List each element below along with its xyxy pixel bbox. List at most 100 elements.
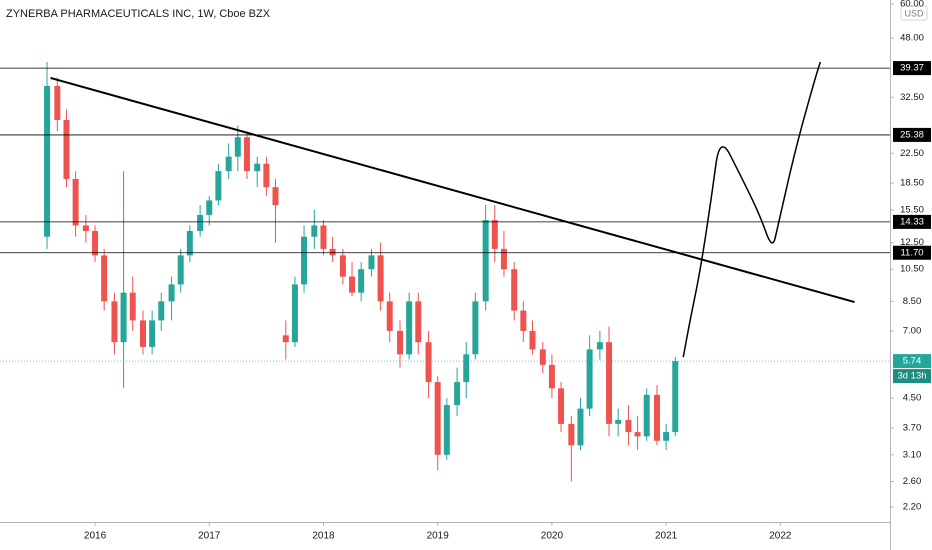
- x-tick-label: 2019: [427, 531, 450, 542]
- chart-title: ZYNERBA PHARMACEUTICALS INC, 1W, Cboe BZ…: [6, 8, 271, 20]
- candle-body: [377, 255, 384, 302]
- last-price-label: 5.74: [903, 356, 922, 367]
- candle-body: [482, 220, 489, 302]
- level-label-box: [893, 61, 931, 76]
- y-tick-label: 22.50: [900, 148, 924, 159]
- candle-body: [82, 225, 89, 231]
- countdown: 3d 13h: [897, 371, 926, 382]
- y-tick-label: 48.00: [900, 32, 924, 43]
- y-tick-label: 4.50: [903, 393, 922, 404]
- candle-body: [120, 292, 127, 343]
- x-tick-label: 2020: [541, 531, 564, 542]
- candle-body: [215, 171, 222, 201]
- candle-body: [129, 292, 136, 321]
- candle-body: [634, 432, 641, 437]
- candle-body: [225, 156, 232, 172]
- candle-body: [140, 320, 147, 347]
- candle-body: [443, 405, 450, 455]
- level-label: 14.33: [900, 216, 924, 227]
- candle-body: [311, 225, 318, 237]
- candle-body: [339, 255, 346, 277]
- candle-body: [243, 137, 250, 172]
- candle-body: [272, 187, 279, 206]
- candle-body: [406, 301, 413, 355]
- candle-body: [234, 137, 241, 157]
- x-tick-label: 2016: [84, 531, 107, 542]
- candle-body: [149, 320, 156, 347]
- candle-body: [197, 214, 204, 231]
- candle-body: [663, 432, 670, 441]
- candle-body: [529, 330, 536, 350]
- last-price-box: [893, 354, 931, 369]
- candle-body: [158, 301, 165, 321]
- level-label: 25.38: [900, 129, 924, 140]
- candle-body: [92, 230, 99, 256]
- candle-body: [111, 301, 118, 343]
- candle-body: [254, 163, 261, 172]
- candle-body: [577, 408, 584, 446]
- level-label-box: [893, 245, 931, 260]
- candle-body: [606, 342, 613, 424]
- level-label: 11.70: [900, 247, 923, 258]
- y-tick-label: 32.50: [900, 92, 924, 103]
- candle-body: [301, 236, 308, 285]
- candle-body: [329, 248, 336, 256]
- candle-body: [568, 423, 575, 446]
- candle-body: [320, 225, 327, 249]
- y-tick-label: 3.10: [903, 449, 922, 460]
- candle-body: [263, 163, 270, 188]
- candle-body: [186, 230, 193, 256]
- candle-body: [63, 119, 70, 179]
- candle-body: [434, 382, 441, 455]
- y-tick-label: 12.50: [900, 237, 924, 248]
- y-tick-label: 18.50: [900, 178, 924, 189]
- y-tick-label: 7.00: [903, 325, 922, 336]
- y-tick-label: 60.00: [900, 0, 924, 10]
- x-tick-label: 2021: [655, 531, 678, 542]
- candle-body: [386, 301, 393, 331]
- candle-body: [54, 86, 61, 120]
- candle-body: [511, 269, 518, 311]
- candle-body: [454, 382, 461, 406]
- candle-body: [539, 349, 546, 365]
- candle-body: [672, 361, 679, 433]
- y-tick-label: 15.50: [900, 204, 924, 215]
- candle-body: [500, 248, 507, 270]
- candle-body: [596, 342, 603, 350]
- candle-body: [472, 301, 479, 355]
- candle-body: [463, 354, 470, 383]
- candle-body: [643, 394, 650, 437]
- y-tick-label: 2.20: [903, 502, 922, 513]
- candle-body: [349, 276, 356, 293]
- candle-body: [615, 419, 622, 424]
- candle-body: [415, 301, 422, 343]
- level-label-box: [893, 214, 931, 229]
- candle-body: [44, 86, 51, 237]
- candle-body: [625, 419, 632, 433]
- candle-body: [653, 394, 660, 441]
- x-tick-label: 2018: [312, 531, 335, 542]
- countdown-box: [893, 369, 931, 384]
- y-tick-label: 3.70: [903, 422, 922, 433]
- candle-body: [291, 284, 298, 343]
- x-tick-label: 2022: [769, 531, 792, 542]
- trendline: [50, 77, 855, 304]
- level-label-box: [893, 127, 931, 142]
- y-tick-label: 10.50: [900, 264, 924, 275]
- candle-body: [558, 388, 565, 424]
- candle-body: [101, 255, 108, 302]
- y-tick-label: 2.60: [903, 476, 922, 487]
- candle-body: [168, 284, 175, 302]
- currency: USD: [904, 8, 924, 18]
- candle-body: [206, 200, 213, 215]
- candle-body: [177, 255, 184, 285]
- candle-body: [520, 310, 527, 331]
- candle-body: [358, 269, 365, 293]
- candle-body: [368, 255, 375, 270]
- x-tick-label: 2017: [198, 531, 221, 542]
- candle-body: [491, 220, 498, 249]
- candle-body: [548, 364, 555, 389]
